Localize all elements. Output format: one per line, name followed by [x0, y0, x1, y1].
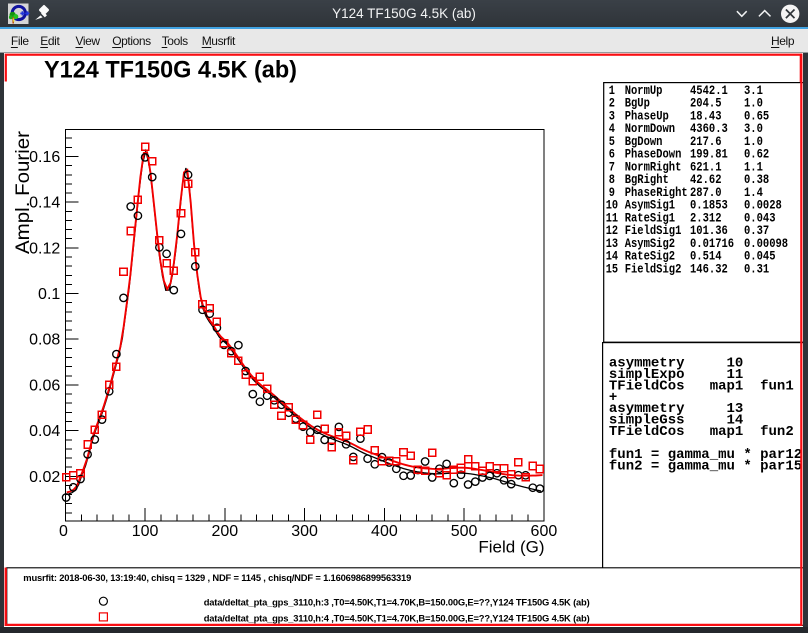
- svg-text:204.5: 204.5: [690, 96, 722, 111]
- svg-text:1.0: 1.0: [744, 134, 763, 149]
- svg-text:0.00098: 0.00098: [744, 236, 788, 251]
- svg-text:NormDown: NormDown: [625, 121, 676, 136]
- svg-text:100: 100: [132, 523, 159, 540]
- svg-text:Field (G): Field (G): [478, 538, 544, 557]
- svg-text:6: 6: [609, 147, 615, 162]
- svg-text:18.43: 18.43: [690, 108, 722, 123]
- svg-text:BgRight: BgRight: [625, 172, 669, 187]
- svg-text:1.4: 1.4: [744, 185, 763, 200]
- svg-text:NormUp: NormUp: [625, 83, 663, 98]
- svg-text:asymmetry 13: asymmetry 13: [609, 401, 743, 417]
- svg-text:Y124 TF150G 4.5K (ab): Y124 TF150G 4.5K (ab): [44, 57, 297, 84]
- svg-text:14: 14: [606, 249, 619, 264]
- svg-text:0.12: 0.12: [29, 240, 60, 257]
- svg-text:287.0: 287.0: [690, 185, 722, 200]
- svg-text:42.62: 42.62: [690, 172, 722, 187]
- svg-text:0.16: 0.16: [29, 149, 60, 166]
- svg-text:0: 0: [59, 523, 68, 540]
- svg-text:600: 600: [531, 523, 558, 540]
- svg-text:BgDown: BgDown: [625, 134, 663, 149]
- svg-text:217.6: 217.6: [690, 134, 722, 149]
- svg-text:400: 400: [371, 523, 398, 540]
- svg-text:PhaseRight: PhaseRight: [625, 185, 688, 200]
- svg-text:NormRight: NormRight: [625, 159, 682, 174]
- svg-text:data/deltat_pta_gps_3110,h:4 ,: data/deltat_pta_gps_3110,h:4 ,T0=4.50K,T…: [204, 612, 590, 623]
- svg-text:0.31: 0.31: [744, 261, 769, 276]
- svg-text:3: 3: [609, 108, 615, 123]
- svg-text:0.1: 0.1: [38, 286, 60, 303]
- svg-text:101.36: 101.36: [690, 223, 728, 238]
- svg-text:musrfit: 2018-06-30, 13:19:40,: musrfit: 2018-06-30, 13:19:40, chisq = 1…: [23, 572, 411, 583]
- svg-text:4360.3: 4360.3: [690, 121, 728, 136]
- svg-text:FieldSig2: FieldSig2: [625, 261, 682, 276]
- svg-text:5: 5: [609, 134, 615, 149]
- svg-text:AsymSig2: AsymSig2: [625, 236, 676, 251]
- svg-text:0.01716: 0.01716: [690, 236, 734, 251]
- svg-text:FieldSig1: FieldSig1: [625, 223, 682, 238]
- svg-text:0.06: 0.06: [29, 377, 60, 394]
- svg-text:199.81: 199.81: [690, 147, 728, 162]
- svg-text:TFieldCos map1 fun1: TFieldCos map1 fun1: [609, 378, 794, 394]
- svg-text:621.1: 621.1: [690, 159, 722, 174]
- svg-text:4542.1: 4542.1: [690, 83, 728, 98]
- svg-text:+: +: [609, 390, 617, 406]
- svg-text:4: 4: [609, 121, 615, 136]
- svg-text:simplExpo 11: simplExpo 11: [609, 367, 743, 383]
- svg-text:300: 300: [291, 523, 318, 540]
- svg-text:AsymSig1: AsymSig1: [625, 198, 676, 213]
- svg-text:PhaseUp: PhaseUp: [625, 108, 669, 123]
- svg-text:1: 1: [609, 83, 615, 98]
- svg-text:0.14: 0.14: [29, 195, 60, 212]
- svg-text:9: 9: [609, 185, 615, 200]
- svg-text:2.312: 2.312: [690, 210, 722, 225]
- svg-text:200: 200: [211, 523, 238, 540]
- svg-text:RateSig1: RateSig1: [625, 210, 676, 225]
- svg-text:BgUp: BgUp: [625, 96, 650, 111]
- svg-text:10: 10: [606, 198, 619, 213]
- svg-text:7: 7: [609, 159, 615, 174]
- svg-text:fun2 = gamma_mu * par15: fun2 = gamma_mu * par15: [609, 458, 802, 474]
- svg-text:Ampl. Fourier: Ampl. Fourier: [13, 130, 34, 254]
- svg-text:0.62: 0.62: [744, 147, 769, 162]
- svg-text:13: 13: [606, 236, 619, 251]
- svg-text:0.08: 0.08: [29, 332, 60, 349]
- svg-text:asymmetry 10: asymmetry 10: [609, 355, 743, 371]
- svg-text:0.045: 0.045: [744, 249, 776, 264]
- svg-text:PhaseDown: PhaseDown: [625, 147, 682, 162]
- svg-text:data/deltat_pta_gps_3110,h:3 ,: data/deltat_pta_gps_3110,h:3 ,T0=4.50K,T…: [204, 596, 590, 607]
- svg-text:2: 2: [609, 96, 615, 111]
- svg-text:3.0: 3.0: [744, 121, 763, 136]
- svg-text:1.1: 1.1: [744, 159, 763, 174]
- svg-text:11: 11: [606, 210, 619, 225]
- svg-text:3.1: 3.1: [744, 83, 763, 98]
- svg-text:0.0028: 0.0028: [744, 198, 782, 213]
- svg-text:15: 15: [606, 261, 619, 276]
- svg-text:0.04: 0.04: [29, 423, 60, 440]
- svg-text:RateSig2: RateSig2: [625, 249, 676, 264]
- svg-text:fun1 = gamma_mu * par12: fun1 = gamma_mu * par12: [609, 447, 802, 463]
- svg-text:0.37: 0.37: [744, 223, 769, 238]
- svg-text:0.514: 0.514: [690, 249, 722, 264]
- svg-text:0.043: 0.043: [744, 210, 776, 225]
- svg-text:500: 500: [451, 523, 478, 540]
- svg-text:0.02: 0.02: [29, 469, 60, 486]
- svg-text:simpleGss 14: simpleGss 14: [609, 413, 743, 429]
- svg-text:1.0: 1.0: [744, 96, 763, 111]
- svg-text:12: 12: [606, 223, 619, 238]
- svg-text:8: 8: [609, 172, 615, 187]
- svg-text:TFieldCos map1 fun2: TFieldCos map1 fun2: [609, 424, 794, 440]
- svg-text:0.65: 0.65: [744, 108, 769, 123]
- svg-text:0.1853: 0.1853: [690, 198, 728, 213]
- svg-text:146.32: 146.32: [690, 261, 728, 276]
- svg-text:0.38: 0.38: [744, 172, 769, 187]
